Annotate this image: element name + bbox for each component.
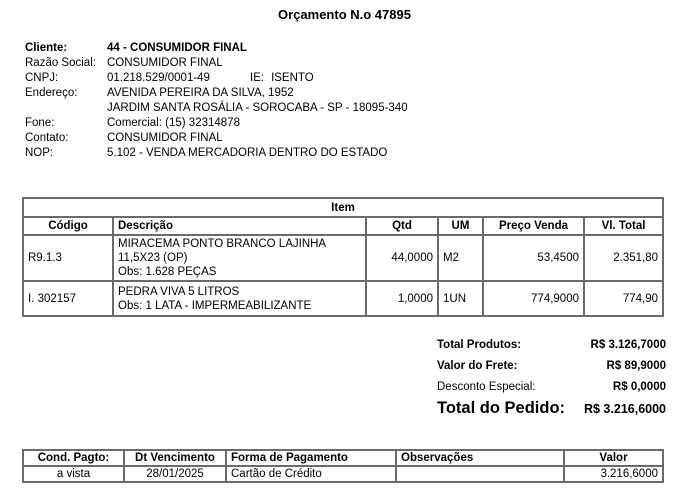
field-label: Fone:: [25, 117, 55, 129]
total-produtos-label: Total Produtos:: [437, 339, 522, 351]
cell-qtd: 1,0000: [366, 281, 438, 316]
totals-block: Total Produtos: R$ 3.126,7000 Valor do F…: [437, 338, 666, 416]
field-value: 44 - CONSUMIDOR FINAL: [107, 42, 247, 54]
header-forma-pagamento: Forma de Pagamento: [226, 450, 396, 466]
item-table-title: Item: [23, 198, 663, 217]
client-row-cliente: Cliente: 44 - CONSUMIDOR FINAL: [25, 41, 408, 56]
total-pedido-row: Total do Pedido: R$ 3.216,6000: [437, 399, 666, 417]
item-table-header-row: Código Descrição Qtd UM Preço Venda Vl. …: [23, 217, 663, 235]
table-row: R9.1.3 MIRACEMA PONTO BRANCO LAJINHA 11,…: [23, 235, 663, 281]
field-value: 5.102 - VENDA MERCADORIA DENTRO DO ESTAD…: [107, 147, 388, 159]
cell-valor: 3.216,6000: [564, 466, 663, 482]
field-value: JARDIM SANTA ROSÁLIA - SOROCABA - SP - 1…: [107, 102, 408, 114]
field-label-ie: IE:: [250, 72, 265, 84]
cell-um: M2: [438, 235, 483, 281]
cell-qtd: 44,0000: [366, 235, 438, 281]
header-dt-vencimento: Dt Vencimento: [124, 450, 226, 466]
total-produtos-row: Total Produtos: R$ 3.126,7000: [437, 338, 666, 352]
field-value: AVENIDA PEREIRA DA SILVA, 1952: [107, 87, 294, 99]
client-row-cnpj: CNPJ: 01.218.529/0001-49 IE: ISENTO: [25, 71, 408, 86]
cell-preco-venda: 774,9000: [483, 281, 584, 316]
valor-frete-row: Valor do Frete: R$ 89,9000: [437, 359, 666, 373]
table-row: a vista 28/01/2025 Cartão de Crédito 3.2…: [23, 466, 663, 482]
total-produtos-value: R$ 3.126,7000: [590, 339, 666, 351]
cell-codigo: R9.1.3: [23, 235, 113, 281]
valor-frete-label: Valor do Frete:: [437, 360, 518, 372]
client-row-razao-social: Razão Social: CONSUMIDOR FINAL: [25, 56, 408, 71]
header-cond-pagto: Cond. Pagto:: [23, 450, 124, 466]
cell-dt-vencimento: 28/01/2025: [124, 466, 226, 482]
field-label: Endereço:: [25, 87, 78, 99]
descricao-text: MIRACEMA PONTO BRANCO LAJINHA 11,5X23 (O…: [118, 238, 326, 264]
header-valor: Valor: [564, 450, 663, 466]
field-value-ie: ISENTO: [271, 72, 314, 84]
cell-descricao: PEDRA VIVA 5 LITROS Obs: 1 LATA - IMPERM…: [113, 281, 366, 316]
field-value: 01.218.529/0001-49: [107, 72, 210, 84]
cell-codigo: I. 302157: [23, 281, 113, 316]
field-label: Cliente:: [25, 42, 68, 54]
header-qtd: Qtd: [366, 217, 438, 235]
desconto-especial-label: Desconto Especial:: [437, 381, 536, 393]
field-label: Razão Social:: [25, 57, 96, 69]
cell-vl-total: 2.351,80: [584, 235, 663, 281]
header-observacoes: Observações: [396, 450, 564, 466]
cell-cond-pagto: a vista: [23, 466, 124, 482]
desconto-especial-row: Desconto Especial: R$ 0,0000: [437, 380, 666, 394]
cell-descricao: MIRACEMA PONTO BRANCO LAJINHA 11,5X23 (O…: [113, 235, 366, 281]
client-row-endereco: Endereço: AVENIDA PEREIRA DA SILVA, 1952: [25, 86, 408, 101]
descricao-obs: Obs: 1.628 PEÇAS: [118, 266, 217, 278]
client-row-contato: Contato: CONSUMIDOR FINAL: [25, 131, 408, 146]
cell-preco-venda: 53,4500: [483, 235, 584, 281]
client-row-endereco-2: JARDIM SANTA ROSÁLIA - SOROCABA - SP - 1…: [25, 101, 408, 116]
total-pedido-label: Total do Pedido:: [437, 399, 566, 417]
desconto-especial-value: R$ 0,0000: [612, 381, 666, 393]
client-row-nop: NOP: 5.102 - VENDA MERCADORIA DENTRO DO E…: [25, 146, 408, 161]
payment-table: Cond. Pagto: Dt Vencimento Forma de Paga…: [22, 449, 664, 483]
field-label: CNPJ:: [25, 72, 59, 84]
cell-vl-total: 774,90: [584, 281, 663, 316]
descricao-text: PEDRA VIVA 5 LITROS: [118, 285, 240, 298]
field-value: Comercial: (15) 32314878: [107, 117, 240, 129]
header-vl-total: Vl. Total: [584, 217, 663, 235]
total-pedido-value: R$ 3.216,6000: [583, 402, 666, 416]
payment-header-row: Cond. Pagto: Dt Vencimento Forma de Paga…: [23, 450, 663, 466]
item-table-title-row: Item: [23, 198, 663, 217]
header-preco-venda: Preço Venda: [483, 217, 584, 235]
field-value: CONSUMIDOR FINAL: [107, 57, 223, 69]
item-table: Item Código Descrição Qtd UM Preço Venda…: [22, 197, 664, 317]
descricao-obs: Obs: 1 LATA - IMPERMEABILIZANTE: [118, 299, 312, 312]
table-row: I. 302157 PEDRA VIVA 5 LITROS Obs: 1 LAT…: [23, 281, 663, 316]
valor-frete-value: R$ 89,9000: [606, 360, 666, 372]
client-info-block: Cliente: 44 - CONSUMIDOR FINAL Razão Soci…: [25, 41, 408, 161]
cell-forma-pagamento: Cartão de Crédito: [226, 466, 396, 482]
field-label: NOP:: [25, 147, 54, 159]
page-title: Orçamento N.o 47895: [278, 7, 411, 22]
header-um: UM: [438, 217, 483, 235]
field-label: Contato:: [25, 132, 69, 144]
client-row-fone: Fone: Comercial: (15) 32314878: [25, 116, 408, 131]
cell-observacoes: [396, 466, 564, 482]
header-descricao: Descrição: [113, 217, 366, 235]
cell-um: 1UN: [438, 281, 483, 316]
header-codigo: Código: [23, 217, 113, 235]
field-value: CONSUMIDOR FINAL: [107, 132, 223, 144]
